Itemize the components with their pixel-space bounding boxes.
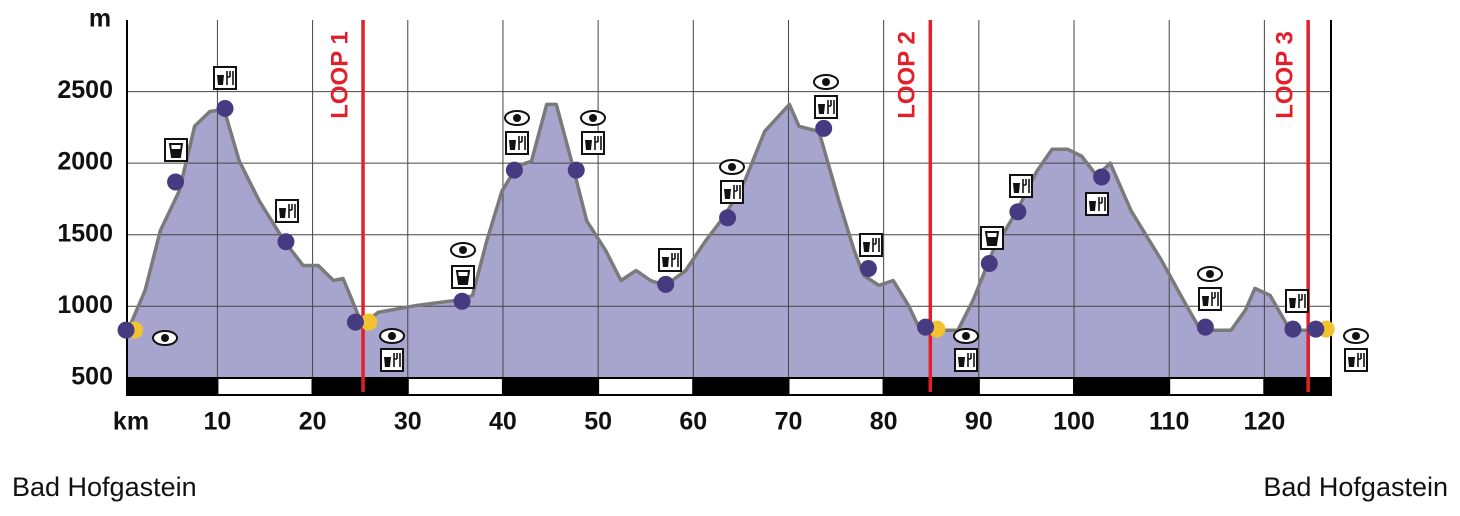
x-tick-label: 60 bbox=[679, 408, 707, 436]
end-label: Bad Hofgastein bbox=[1263, 472, 1448, 502]
icon-food bbox=[1344, 348, 1368, 372]
waypoint bbox=[1009, 203, 1027, 221]
loop-label: LOOP 2 bbox=[894, 31, 921, 119]
icon-view bbox=[1197, 266, 1223, 282]
distance-bar-segment bbox=[216, 377, 314, 396]
icon-food bbox=[1085, 192, 1109, 216]
icon-food bbox=[581, 131, 605, 155]
icon-food bbox=[1198, 287, 1222, 311]
x-tick-label: 30 bbox=[394, 408, 422, 436]
distance-bar-segment bbox=[787, 377, 885, 396]
x-tick-label: 10 bbox=[204, 408, 232, 436]
x-tick-label: 40 bbox=[489, 408, 517, 436]
x-tick-label: 110 bbox=[1149, 408, 1189, 436]
icon-drink bbox=[164, 138, 188, 162]
icon-view bbox=[719, 159, 745, 175]
x-tick-label: 20 bbox=[299, 408, 327, 436]
y-axis-label: m bbox=[89, 5, 111, 33]
waypoint bbox=[1307, 320, 1325, 338]
waypoint bbox=[453, 292, 471, 310]
icon-view bbox=[580, 110, 606, 126]
waypoint bbox=[1284, 320, 1302, 338]
icon-drink bbox=[980, 226, 1004, 250]
distance-bar-segment bbox=[1073, 377, 1171, 396]
icon-food bbox=[720, 180, 744, 204]
waypoint bbox=[815, 119, 833, 137]
icon-view bbox=[152, 330, 178, 346]
icon-view bbox=[1343, 328, 1369, 344]
waypoint bbox=[980, 254, 998, 272]
y-tick-label: 1500 bbox=[57, 219, 113, 247]
waypoint bbox=[567, 161, 585, 179]
waypoint bbox=[1093, 168, 1111, 186]
waypoint bbox=[216, 99, 234, 117]
x-tick-label: 50 bbox=[584, 408, 612, 436]
y-tick-label: 1000 bbox=[57, 291, 113, 319]
icon-drink bbox=[451, 265, 475, 289]
waypoint bbox=[859, 259, 877, 277]
distance-bar-segment bbox=[597, 377, 695, 396]
waypoint bbox=[917, 318, 935, 336]
icon-food bbox=[1285, 289, 1309, 313]
waypoint bbox=[167, 173, 185, 191]
start-label: Bad Hofgastein bbox=[12, 472, 197, 502]
icon-food bbox=[859, 233, 883, 257]
x-tick-label: 90 bbox=[965, 408, 993, 436]
x-tick-label: 80 bbox=[870, 408, 898, 436]
distance-bar-segment bbox=[501, 377, 600, 396]
icon-food bbox=[505, 131, 529, 155]
icon-food bbox=[1009, 174, 1033, 198]
elevation-area bbox=[127, 104, 1311, 396]
waypoint bbox=[117, 321, 135, 339]
waypoint bbox=[505, 161, 523, 179]
loop-label: LOOP 1 bbox=[326, 31, 353, 119]
waypoint bbox=[360, 313, 378, 331]
waypoint bbox=[346, 313, 364, 331]
elevation-line bbox=[126, 102, 1311, 332]
x-tick-label: 100 bbox=[1053, 408, 1095, 436]
waypoint bbox=[1196, 318, 1214, 336]
icon-food bbox=[213, 66, 237, 90]
icon-view bbox=[504, 110, 530, 126]
distance-bar-segment bbox=[126, 377, 219, 396]
x-tick-label: 120 bbox=[1244, 408, 1286, 436]
y-tick-label: 500 bbox=[71, 362, 113, 390]
icon-food bbox=[275, 199, 299, 223]
distance-bar-segment bbox=[692, 377, 790, 396]
y-tick-label: 2500 bbox=[57, 76, 113, 104]
distance-bar-segment bbox=[406, 377, 504, 396]
plot: 500 1000 1500 2000 2500 10 20 30 40 50 60 70 80 90 100… bbox=[57, 20, 1335, 436]
icon-food bbox=[658, 248, 682, 272]
distance-bar-segment bbox=[1168, 377, 1266, 396]
distance-bar-segment bbox=[1263, 377, 1332, 396]
icon-view bbox=[450, 242, 476, 258]
waypoint bbox=[277, 233, 295, 251]
icon-food bbox=[814, 95, 838, 119]
icon-food bbox=[380, 348, 404, 372]
waypoint bbox=[719, 209, 737, 227]
loop-label: LOOP 3 bbox=[1272, 31, 1299, 119]
y-tick-label: 2000 bbox=[57, 148, 113, 176]
icon-food bbox=[954, 348, 978, 372]
icon-view bbox=[953, 328, 979, 344]
icon-view bbox=[379, 328, 405, 344]
waypoint bbox=[657, 275, 675, 293]
x-axis-label: km bbox=[113, 408, 149, 436]
icon-view bbox=[813, 74, 839, 90]
distance-bar-segment bbox=[977, 377, 1076, 396]
distance-bar-segment bbox=[311, 377, 409, 396]
x-tick-label: 70 bbox=[775, 408, 803, 436]
